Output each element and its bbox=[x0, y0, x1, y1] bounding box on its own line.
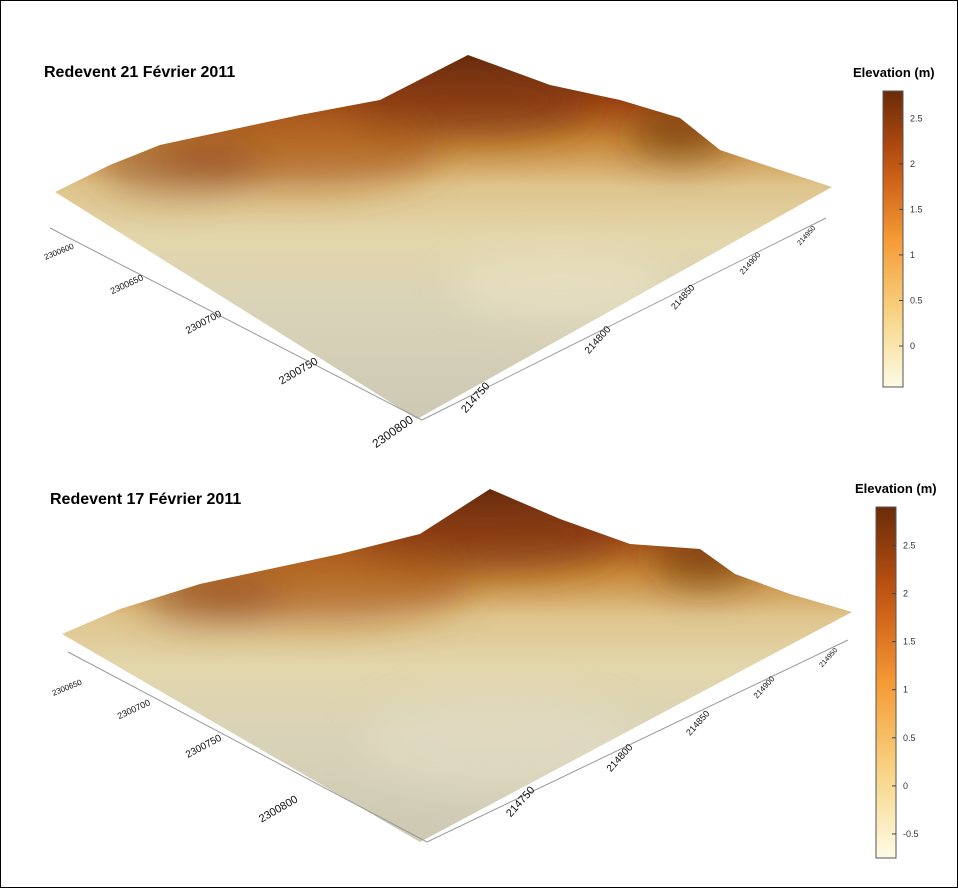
y-axis-line bbox=[49, 227, 423, 421]
colorbar-tick-label: 0.5 bbox=[903, 733, 916, 743]
chart-title: Redevent 21 Février 2011 bbox=[44, 64, 236, 81]
y-tick-label: 2300700 bbox=[184, 309, 224, 337]
x-tick-label: 214800 bbox=[605, 742, 636, 774]
chart-title: Redevent 17 Février 2011 bbox=[50, 491, 242, 508]
colorbar-tick-label: 0.5 bbox=[910, 295, 923, 305]
colorbar-tick-label: 1 bbox=[903, 685, 908, 695]
x-axis-line bbox=[421, 217, 827, 421]
surface-panel-21-fevrier: 2300800 2300750 2300700 2300650 2300600 21475… bbox=[43, 55, 935, 451]
colorbar-tick-label: 0 bbox=[910, 341, 915, 351]
colorbar-title: Elevation (m) bbox=[855, 481, 937, 496]
colorbar bbox=[882, 90, 904, 388]
y-tick-label: 2300750 bbox=[184, 733, 224, 761]
y-tick-label: 2300750 bbox=[277, 355, 320, 387]
colorbar-tick-label: 2 bbox=[903, 589, 908, 599]
x-tick-label: 214900 bbox=[752, 674, 777, 700]
colorbar-tick-label: 2.5 bbox=[910, 113, 923, 123]
y-tick-label: 2300800 bbox=[257, 793, 300, 825]
y-axis-line bbox=[67, 651, 428, 843]
y-tick-label: 2300600 bbox=[43, 241, 76, 261]
surface-panel-17-fevrier: 2300800 2300750 2300700 2300650 214750 214800… bbox=[0, 444, 958, 888]
colorbar-tick-label: 1.5 bbox=[903, 637, 916, 647]
colorbar-tick-label: 1 bbox=[910, 250, 915, 260]
colorbar-tick-label: 2.5 bbox=[903, 540, 916, 550]
colorbar-tick-label: 0 bbox=[903, 781, 908, 791]
y-tick-label: 2300700 bbox=[116, 697, 152, 721]
colorbar-title: Elevation (m) bbox=[853, 65, 935, 80]
surface-plot-21-fevrier: 2300800230075023007002300650230060021475… bbox=[43, 55, 923, 451]
x-tick-label: 214900 bbox=[738, 250, 763, 276]
y-tick-label: 2300650 bbox=[109, 272, 145, 296]
x-axis-line bbox=[426, 639, 849, 843]
colorbar-tick-label: 2 bbox=[910, 159, 915, 169]
x-tick-label: 214950 bbox=[818, 647, 839, 669]
x-tick-label: 214950 bbox=[796, 225, 817, 247]
x-tick-label: 214850 bbox=[669, 282, 697, 311]
x-tick-label: 214850 bbox=[684, 708, 712, 737]
colorbar-tick-label: -0.5 bbox=[903, 829, 919, 839]
y-tick-label: 2300650 bbox=[51, 677, 84, 697]
colorbar bbox=[875, 506, 897, 859]
colorbar-tick-label: 1.5 bbox=[910, 204, 923, 214]
x-tick-label: 214800 bbox=[583, 324, 614, 356]
surface-plot-17-fevrier: 2300800230075023007002300650214750214800… bbox=[51, 489, 919, 859]
